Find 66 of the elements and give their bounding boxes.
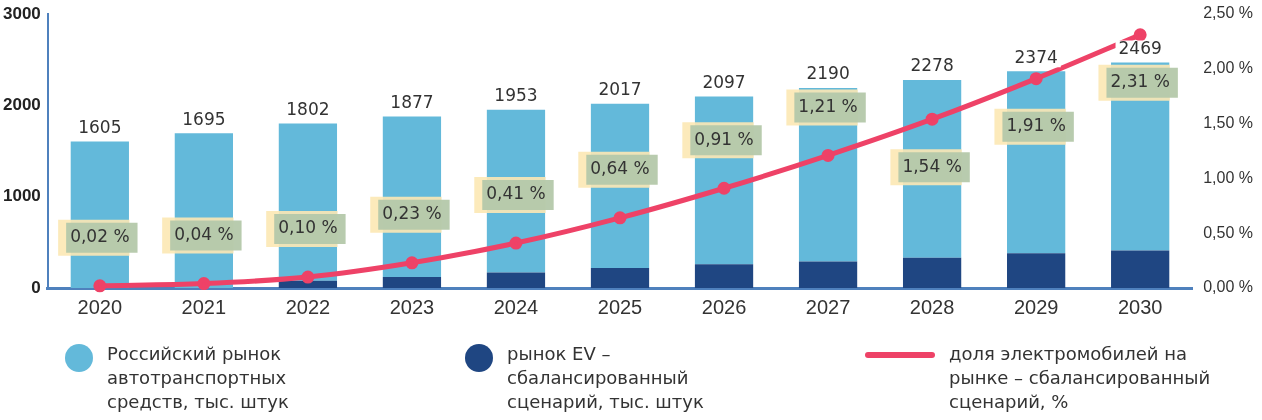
y-tick-label: 0 — [31, 277, 41, 297]
y2-tick-label: 0,50 % — [1203, 223, 1253, 241]
total-label: 2017 — [598, 79, 642, 100]
total-label: 1605 — [78, 116, 122, 137]
point — [1029, 72, 1043, 86]
x-tick-label: 2026 — [701, 295, 747, 318]
point — [405, 256, 419, 270]
legend-label: доля электромобилей на рынке – сбалансированный сценарий, % — [949, 342, 1212, 414]
data-label: 1,21 % — [798, 95, 858, 116]
data-label: 0,04 % — [174, 224, 234, 245]
x-tick-label: 2023 — [389, 295, 435, 318]
data-label: 1,91 % — [1006, 115, 1066, 136]
y-tick-label: 3000 — [2, 3, 41, 23]
bar — [382, 277, 442, 288]
point — [301, 270, 315, 284]
point — [509, 236, 523, 250]
bar — [486, 272, 546, 288]
y2-tick-label: 1,00 % — [1203, 168, 1253, 186]
x-tick-label: 2022 — [285, 295, 331, 318]
total-label: 1695 — [182, 108, 226, 129]
point — [925, 112, 939, 126]
point — [821, 148, 835, 162]
x-tick-label: 2025 — [597, 295, 643, 318]
bar — [590, 267, 650, 288]
total-label: 2097 — [702, 71, 746, 92]
data-label: 2,31 % — [1110, 71, 1170, 92]
point — [1133, 28, 1147, 42]
x-tick-label: 2029 — [1013, 295, 1059, 318]
total-label: 2469 — [1118, 37, 1162, 58]
point — [613, 211, 627, 225]
point — [93, 279, 107, 293]
data-label: 0,02 % — [70, 226, 130, 247]
x-tick-label: 2030 — [1117, 295, 1163, 318]
bar — [278, 280, 338, 288]
total-label: 1953 — [494, 85, 538, 106]
point — [717, 181, 731, 195]
y2-tick-label: 2,00 % — [1203, 59, 1253, 77]
data-label: 0,91 % — [694, 128, 754, 149]
total-label: 2278 — [910, 55, 954, 76]
total-label: 2190 — [806, 63, 850, 84]
data-label: 0,10 % — [278, 217, 338, 238]
data-label: 0,64 % — [590, 158, 650, 179]
legend-label: рынок EV – сбалансированный сценарий, тыс. штук — [507, 342, 705, 414]
y2-tick-label: 0,00 % — [1203, 278, 1253, 296]
x-tick-label: 2028 — [909, 295, 955, 318]
bar — [798, 261, 858, 288]
y2-tick-label: 2,50 % — [1203, 4, 1253, 22]
data-label: 0,41 % — [486, 183, 546, 204]
total-label: 1877 — [390, 91, 434, 112]
x-tick-label: 2027 — [805, 295, 851, 318]
bar — [1007, 253, 1066, 288]
total-label: 2374 — [1014, 46, 1058, 67]
point — [197, 277, 211, 291]
x-tick-label: 2020 — [77, 295, 123, 318]
y2-tick-label: 1,50 % — [1203, 114, 1253, 132]
bar — [1111, 250, 1170, 288]
y-tick-label: 2000 — [2, 95, 41, 115]
y-tick-label: 1000 — [2, 186, 41, 206]
bar — [902, 257, 962, 288]
total-label: 1802 — [286, 98, 330, 119]
bar — [694, 264, 754, 288]
data-label: 1,54 % — [902, 155, 962, 176]
legend-label: Российский рынок автотранспортных средств, тыс. штук — [107, 342, 290, 414]
x-tick-label: 2024 — [493, 295, 539, 318]
x-tick-label: 2021 — [181, 295, 227, 318]
data-label: 0,23 % — [382, 203, 442, 224]
